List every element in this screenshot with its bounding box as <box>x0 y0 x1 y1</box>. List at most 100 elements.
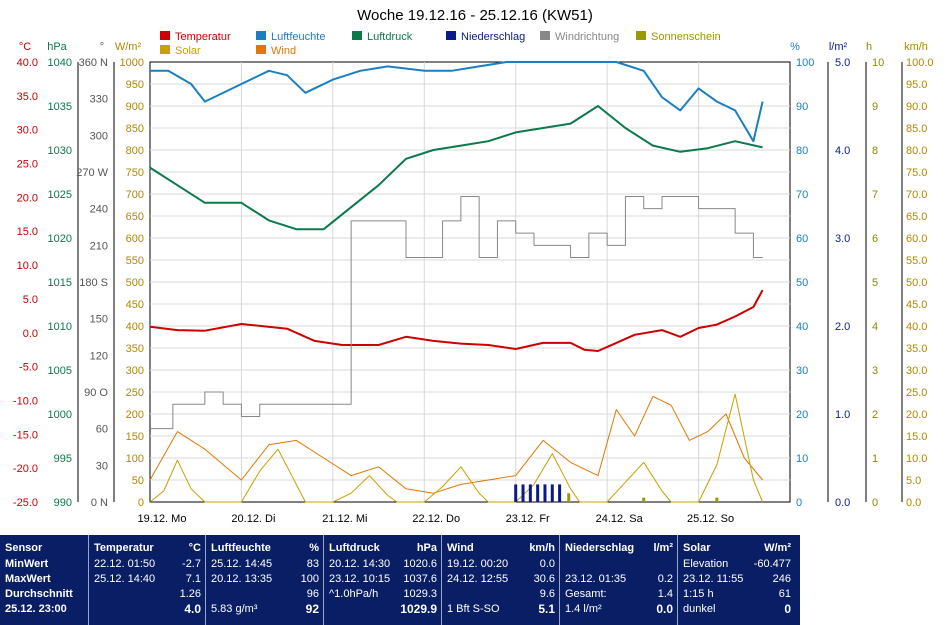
humidity-axis-tick-label: 70 <box>796 189 808 201</box>
stats-row: MinWert <box>5 557 83 571</box>
rain-axis-tick-label: 2.0 <box>835 321 850 333</box>
humidity-axis-tick-label: 90 <box>796 101 808 113</box>
stats-header: Wind km/h <box>447 541 555 555</box>
stats-cell-value: 83 <box>306 558 319 570</box>
legend-label: Wind <box>271 45 296 57</box>
pressure-axis-tick-label: 1025 <box>48 189 72 201</box>
stats-column: Luftfeuchte% 25.12. 14:45 83 20.12. 13:35 10… <box>205 535 324 625</box>
stats-cell-label: dunkel <box>683 603 716 615</box>
stats-cell-value: 1037.6 <box>403 573 437 585</box>
x-tick-label: 19.12. Mo <box>138 513 187 525</box>
temperature-axis-tick-label: 35.0 <box>17 91 38 103</box>
stats-row: 1.26 <box>94 587 201 601</box>
stats-row: 1.4 l/m² 0.0 <box>565 602 673 616</box>
pressure-axis-tick-label: 990 <box>54 497 72 509</box>
stats-header-label: Luftdruck <box>329 542 380 554</box>
sunshine-axis-tick-label: 0 <box>872 497 878 509</box>
stats-cell-label: MinWert <box>5 558 49 570</box>
sonnenschein-bar <box>567 493 571 502</box>
direction-axis-tick-label: 0 N <box>91 497 108 509</box>
stats-header-label: Wind <box>447 542 474 554</box>
stats-cell-value: 1029.3 <box>403 588 437 600</box>
temperature-axis-tick-label: -15.0 <box>13 429 38 441</box>
stats-row: 25.12. 23:00 <box>5 602 83 616</box>
stats-cell-value: 100 <box>300 573 319 585</box>
stats-cell-label: 23.12. 10:15 <box>329 573 391 585</box>
stats-cell-value: 0.0 <box>539 558 555 570</box>
wind-axis-tick-label: 35.0 <box>906 343 927 355</box>
stats-row: 20.12. 13:35 100 <box>211 572 319 586</box>
stats-row: 1:15 h 61 <box>683 587 791 601</box>
stats-cell-label: 25.12. 14:45 <box>211 558 273 570</box>
temperature-axis-tick-label: 25.0 <box>17 159 38 171</box>
stats-row: 23.12. 01:35 0.2 <box>565 572 673 586</box>
legend-label: Windrichtung <box>555 31 619 43</box>
pressure-axis-tick-label: 1030 <box>48 145 72 157</box>
solar-axis-tick-label: 450 <box>126 299 144 311</box>
stats-row: Durchschnitt <box>5 587 83 601</box>
solar-axis-tick-label: 50 <box>132 475 144 487</box>
sunshine-axis-tick-label: 5 <box>872 277 878 289</box>
stats-row <box>565 557 673 571</box>
rain-axis-tick-label: 3.0 <box>835 233 850 245</box>
pressure-axis-tick-label: 995 <box>54 453 72 465</box>
stats-row: 25.12. 14:45 83 <box>211 557 319 571</box>
wind-line <box>149 395 763 494</box>
direction-axis-tick-label: 210 <box>90 240 108 252</box>
wind-axis-tick-label: 80.0 <box>906 145 927 157</box>
temperature-axis-tick-label: 20.0 <box>17 192 38 204</box>
luftfeuchte-line <box>150 61 764 143</box>
stats-cell-value: 0.0 <box>656 602 673 616</box>
stats-cell-label: ^1.0hPa/h <box>329 588 379 600</box>
temperature-axis-tick-label: -25.0 <box>13 497 38 509</box>
stats-cell-label: 23.12. 11:55 <box>683 573 744 585</box>
direction-axis-tick-label: 240 <box>90 204 108 216</box>
wind-axis-tick-label: 15.0 <box>906 431 927 443</box>
solar-axis-tick-label: 150 <box>126 431 144 443</box>
stats-header-unit: l/m² <box>653 542 673 554</box>
solar-axis-tick-label: 550 <box>126 255 144 267</box>
wind-axis-tick-label: 65.0 <box>906 211 927 223</box>
legend-swatch <box>160 45 170 54</box>
niederschlag-bar <box>514 484 518 502</box>
sunshine-axis-tick-label: 3 <box>872 365 878 377</box>
stats-row: 20.12. 14:30 1020.6 <box>329 557 437 571</box>
wind-axis-tick-label: 75.0 <box>906 167 927 179</box>
direction-axis-tick-label: 150 <box>90 314 108 326</box>
stats-cell-label: 24.12. 12:55 <box>447 573 509 585</box>
stats-cell-label: MaxWert <box>5 573 51 585</box>
temperature-axis-tick-label: -5.0 <box>19 362 38 374</box>
stats-header-label: Sensor <box>5 542 43 554</box>
stats-header: Luftfeuchte% <box>211 541 319 555</box>
legend-label: Solar <box>175 45 201 57</box>
niederschlag-bar <box>550 484 554 502</box>
humidity-axis-unit-label: % <box>790 41 800 53</box>
weather-chart: Woche 19.12.16 - 25.12.16 (KW51) Temperat… <box>13 7 934 525</box>
pressure-axis-tick-label: 1005 <box>48 365 72 377</box>
stats-cell-value: 1029.9 <box>400 602 437 616</box>
solar-axis-tick-label: 600 <box>126 233 144 245</box>
direction-axis-tick-label: 360 N <box>79 57 108 69</box>
stats-cell-value: 0 <box>784 602 791 616</box>
solar-axis-tick-label: 1000 <box>120 57 144 69</box>
stats-cell-value: 30.6 <box>533 573 555 585</box>
stats-cell-label: 22.12. 01:50 <box>94 558 156 570</box>
stats-row: 1029.9 <box>329 602 437 616</box>
wind-axis-tick-label: 5.0 <box>906 475 921 487</box>
wind-axis-tick-label: 20.0 <box>906 409 927 421</box>
wind-axis-tick-label: 70.0 <box>906 189 927 201</box>
direction-axis-tick-label: 180 S <box>79 277 108 289</box>
rain-axis-tick-label: 0.0 <box>835 497 850 509</box>
sunshine-axis-tick-label: 9 <box>872 101 878 113</box>
stats-cell-value: 1.4 <box>657 588 673 600</box>
stats-column: Wind km/h 19.12. 00:20 0.0 24.12. 12:55 30.6 9… <box>441 535 560 625</box>
stats-cell-label: Elevation <box>683 558 729 570</box>
niederschlag-bar <box>536 484 540 502</box>
stats-row: 22.12. 01:50 -2.7 <box>94 557 201 571</box>
sonnenschein-bar <box>715 497 719 502</box>
solar-axis-tick-label: 100 <box>126 453 144 465</box>
wind-axis-tick-label: 50.0 <box>906 277 927 289</box>
solar-line <box>149 393 764 503</box>
legend-swatch <box>352 31 362 40</box>
humidity-axis-tick-label: 40 <box>796 321 808 333</box>
